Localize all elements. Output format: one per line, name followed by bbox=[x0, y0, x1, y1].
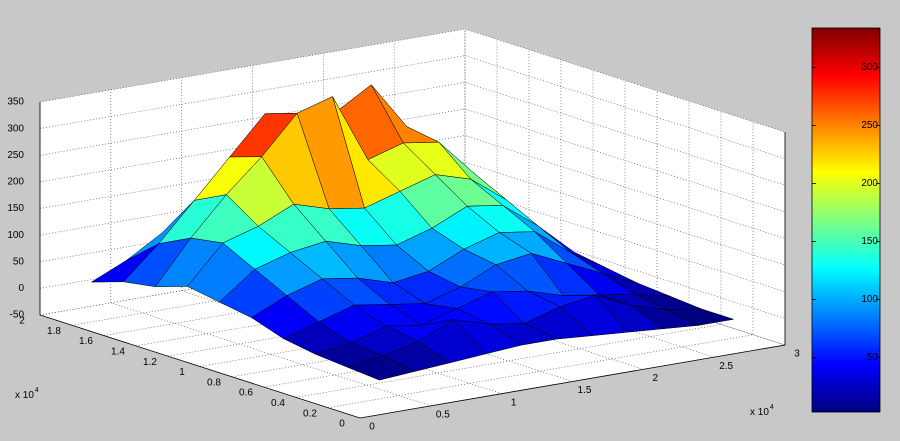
y-grid-line bbox=[295, 111, 722, 398]
x-tick-label: 0 bbox=[369, 422, 375, 433]
z-tick-label: 200 bbox=[7, 177, 24, 188]
y-tick-label: 1.4 bbox=[111, 347, 125, 358]
x-tick-label: 0.5 bbox=[436, 409, 450, 420]
z-tick-label: 250 bbox=[7, 150, 24, 161]
y-tick-label: 1.2 bbox=[143, 357, 157, 368]
x-tick-label: 2 bbox=[653, 373, 659, 384]
x-grid-line bbox=[181, 77, 502, 394]
y-tick-label: 0.6 bbox=[239, 388, 253, 399]
axis-multiplier: x 104 bbox=[15, 387, 39, 401]
x-grid-line bbox=[110, 89, 431, 407]
y-grid-line bbox=[135, 59, 562, 347]
z-tick-label: 0 bbox=[18, 283, 24, 294]
x-tick-label: 1 bbox=[511, 397, 517, 408]
y-tick-label: 1.8 bbox=[47, 326, 61, 337]
y-tick-label: 0.2 bbox=[303, 408, 317, 419]
z-tick-label: 50 bbox=[13, 256, 25, 267]
multiplier-base: x 10 bbox=[750, 407, 769, 418]
y-grid-line bbox=[71, 39, 498, 326]
y-tick-label: 2 bbox=[19, 316, 25, 327]
colorbar-tick-label: 200 bbox=[861, 178, 878, 189]
y-grid-line bbox=[103, 49, 530, 336]
colorbar-tick-label: 50 bbox=[867, 352, 879, 363]
z-tick-label: 350 bbox=[7, 97, 24, 108]
y-tick-label: 1 bbox=[179, 367, 185, 378]
z-tick-label: -50 bbox=[10, 310, 25, 321]
y-grid-line bbox=[199, 80, 626, 367]
multiplier-exponent: 4 bbox=[35, 387, 39, 394]
colorbar-tick-label: 300 bbox=[861, 62, 878, 73]
colorbar-tick-label: 150 bbox=[861, 236, 878, 247]
surface bbox=[91, 84, 734, 381]
z-tick-label: 100 bbox=[7, 230, 24, 241]
colorbar-tick-label: 250 bbox=[861, 120, 878, 131]
colorbar-tick-label: 100 bbox=[861, 294, 878, 305]
multiplier-base: x 10 bbox=[15, 390, 34, 401]
y-grid-line bbox=[263, 101, 690, 388]
z-tick-label: 150 bbox=[7, 203, 24, 214]
y-tick-label: 0.8 bbox=[207, 377, 221, 388]
y-grid-line bbox=[327, 121, 754, 408]
y-grid-line bbox=[39, 29, 466, 316]
colorbar: 50 100 150 200 250 300 bbox=[811, 27, 881, 413]
y-tick-label: 0 bbox=[339, 419, 345, 430]
axis-multiplier: x 104 bbox=[750, 404, 774, 418]
colorbar-gradient bbox=[811, 27, 881, 413]
axis-line bbox=[39, 102, 786, 419]
x-tick-label: 2.5 bbox=[719, 361, 733, 372]
surface-patch bbox=[347, 355, 416, 381]
x-tick-label: 1.5 bbox=[578, 385, 592, 396]
x-tick-label: 3 bbox=[794, 349, 800, 360]
y-tick-label: 1.6 bbox=[79, 336, 93, 347]
y-tick-label: 0.4 bbox=[271, 398, 285, 409]
y-grid-line bbox=[167, 70, 594, 357]
multiplier-exponent: 4 bbox=[770, 404, 774, 411]
z-tick-label: 300 bbox=[7, 123, 24, 134]
y-grid-line bbox=[231, 90, 658, 378]
